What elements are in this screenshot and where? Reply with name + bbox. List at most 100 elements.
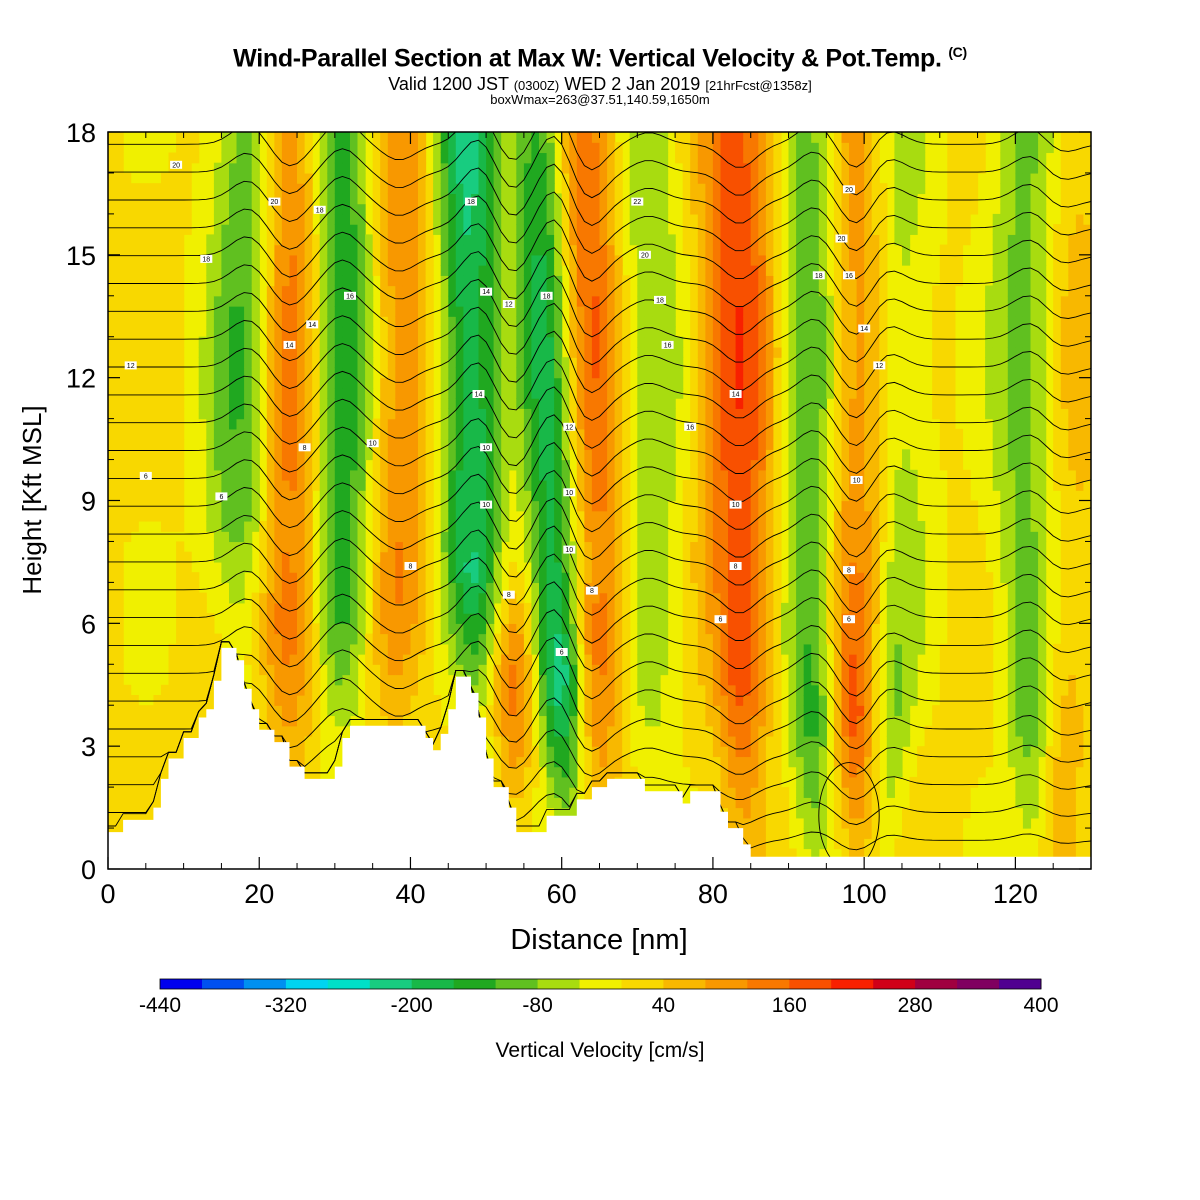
field-cell [108, 746, 117, 758]
field-cell [561, 183, 570, 195]
field-cell [720, 500, 729, 512]
field-cell [221, 316, 230, 328]
field-cell [546, 664, 555, 676]
field-cell [584, 695, 593, 706]
field-cell [115, 244, 124, 256]
field-cell [418, 664, 427, 676]
field-cell [342, 183, 351, 195]
field-cell [705, 643, 714, 655]
field-cell [720, 469, 729, 481]
field-cell [304, 408, 313, 420]
field-cell [206, 295, 215, 307]
field-cell [244, 459, 253, 471]
field-cell [274, 521, 283, 532]
field-cell [728, 766, 737, 778]
field-cell [304, 449, 313, 461]
field-cell [304, 377, 313, 389]
field-cell [728, 787, 737, 798]
field-cell [667, 316, 676, 328]
field-cell [712, 480, 722, 491]
field-cell [599, 551, 608, 563]
field-cell [644, 367, 654, 379]
field-cell [281, 551, 291, 563]
field-cell [599, 326, 608, 338]
field-cell [531, 480, 540, 491]
field-cell [350, 674, 359, 686]
field-cell [584, 705, 593, 717]
field-cell [486, 275, 495, 287]
field-cell [145, 265, 154, 276]
field-cell [546, 480, 555, 491]
field-cell [516, 336, 525, 348]
field-cell [561, 613, 570, 624]
field-cell [153, 449, 162, 461]
chart-title-text: Wind-Parallel Section at Max W: Vertical… [233, 44, 942, 73]
field-cell [130, 725, 139, 737]
field-cell [319, 613, 328, 624]
field-cell [561, 459, 570, 471]
field-cell [357, 326, 366, 338]
field-cell [554, 428, 563, 440]
field-cell [637, 695, 646, 706]
field-cell [440, 265, 449, 276]
field-cell [539, 674, 548, 686]
field-cell [289, 735, 298, 747]
field-cell [266, 561, 275, 573]
field-cell [115, 265, 124, 276]
field-cell [387, 664, 396, 676]
field-cell [576, 398, 585, 409]
field-cell [531, 142, 540, 154]
field-cell [539, 428, 548, 440]
field-cell [546, 613, 555, 624]
field-cell [153, 387, 162, 399]
field-cell [145, 510, 154, 522]
field-cell [440, 480, 449, 491]
field-cell [410, 674, 419, 686]
field-cell [312, 254, 321, 266]
field-cell [546, 469, 555, 481]
field-cell [523, 234, 533, 246]
field-cell [743, 254, 752, 266]
field-cell [614, 265, 623, 276]
field-cell [652, 347, 661, 358]
field-cell [697, 377, 706, 389]
field-cell [160, 418, 170, 430]
field-cell [599, 746, 608, 758]
field-cell [176, 602, 185, 614]
field-cell [493, 510, 502, 522]
field-cell [493, 254, 502, 266]
field-cell [319, 377, 328, 389]
field-cell [591, 480, 601, 491]
field-cell [705, 776, 714, 788]
field-cell [546, 449, 555, 461]
field-cell [712, 142, 722, 154]
field-cell [478, 531, 487, 543]
field-cell [440, 418, 449, 430]
field-cell [138, 183, 147, 195]
field-cell [236, 162, 245, 174]
field-cell [410, 347, 419, 358]
field-cell [667, 418, 676, 430]
field-cell [554, 347, 563, 358]
field-cell [440, 172, 449, 184]
field-cell [213, 316, 223, 328]
field-cell [115, 336, 124, 348]
field-cell [236, 336, 245, 348]
field-cell [743, 234, 752, 246]
field-cell [614, 541, 623, 553]
field-cell [425, 500, 434, 512]
field-cell [561, 582, 570, 594]
field-cell [380, 480, 389, 491]
field-cell [145, 418, 154, 430]
field-cell [108, 674, 117, 686]
field-cell [591, 674, 601, 686]
field-cell [448, 347, 457, 358]
field-cell [410, 203, 419, 215]
field-cell [395, 500, 404, 512]
field-cell [561, 213, 570, 225]
field-cell [728, 377, 737, 389]
field-cell [108, 572, 117, 584]
field-cell [327, 428, 336, 440]
field-cell [244, 347, 253, 358]
field-cell [697, 275, 706, 287]
